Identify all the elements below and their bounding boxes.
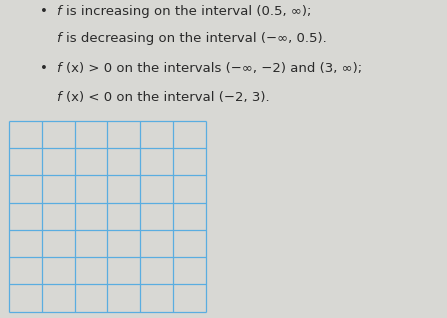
Text: (x) > 0 on the intervals (−∞, −2) and (3, ∞);: (x) > 0 on the intervals (−∞, −2) and (3… <box>66 62 362 75</box>
Text: is increasing on the interval (0.5, ∞);: is increasing on the interval (0.5, ∞); <box>66 5 312 18</box>
Text: f: f <box>56 91 60 104</box>
Text: f: f <box>56 32 60 45</box>
Text: f: f <box>56 5 60 18</box>
Text: •: • <box>40 62 48 75</box>
Text: (x) < 0 on the interval (−2, 3).: (x) < 0 on the interval (−2, 3). <box>66 91 270 104</box>
Text: •: • <box>40 5 48 18</box>
Text: is decreasing on the interval (−∞, 0.5).: is decreasing on the interval (−∞, 0.5). <box>66 32 327 45</box>
Text: f: f <box>56 62 60 75</box>
